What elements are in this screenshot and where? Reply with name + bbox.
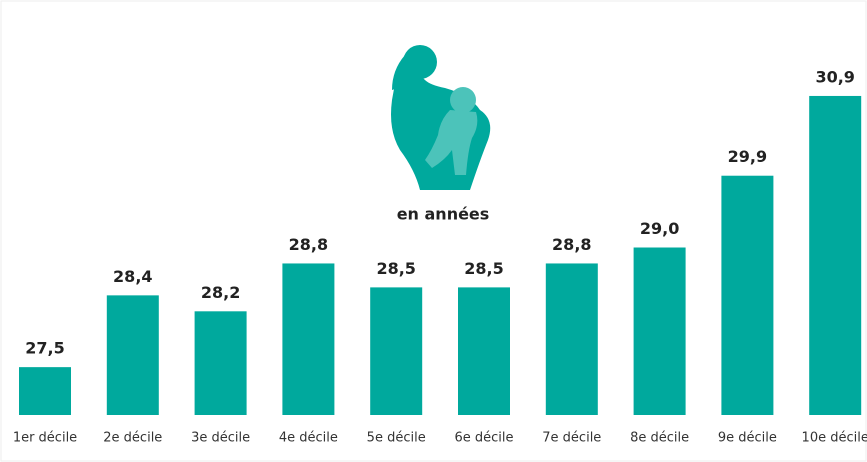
x-tick-label: 1er décile: [13, 431, 77, 446]
x-tick-label: 3e décile: [191, 431, 250, 446]
value-label: 28,5: [376, 259, 415, 278]
value-label: 28,4: [113, 267, 152, 286]
x-tick-label: 7e décile: [542, 431, 601, 446]
x-tick-label: 6e décile: [454, 431, 513, 446]
page: {"chart_data": {"type": "bar", "subtitle…: [0, 0, 867, 462]
value-label: 30,9: [815, 67, 854, 86]
value-label: 28,8: [552, 235, 591, 254]
value-label: 27,5: [25, 339, 64, 358]
value-label: 28,8: [289, 235, 328, 254]
bar: [458, 287, 510, 415]
bar: [282, 263, 334, 415]
x-tick-label: 9e décile: [718, 431, 777, 446]
chart: en années 1er décile 27,5 2e décile 28,4 3e …: [0, 0, 867, 462]
value-label: 28,2: [201, 283, 240, 302]
value-label: 29,9: [728, 147, 767, 166]
x-tick-label: 8e décile: [630, 431, 689, 446]
bar: [809, 96, 861, 415]
bar: [546, 263, 598, 415]
bar: [634, 248, 686, 416]
bar: [19, 367, 71, 415]
value-label: 29,0: [640, 219, 679, 238]
x-tick-label: 10e décile: [802, 431, 867, 446]
bar: [107, 295, 159, 415]
x-tick-label: 4e décile: [279, 431, 338, 446]
bar: [370, 287, 422, 415]
x-tick-label: 2e décile: [103, 431, 162, 446]
subtitle: en années: [397, 205, 490, 224]
bar: [721, 176, 773, 415]
value-label: 28,5: [464, 259, 503, 278]
bar: [195, 311, 247, 415]
x-tick-label: 5e décile: [367, 431, 426, 446]
